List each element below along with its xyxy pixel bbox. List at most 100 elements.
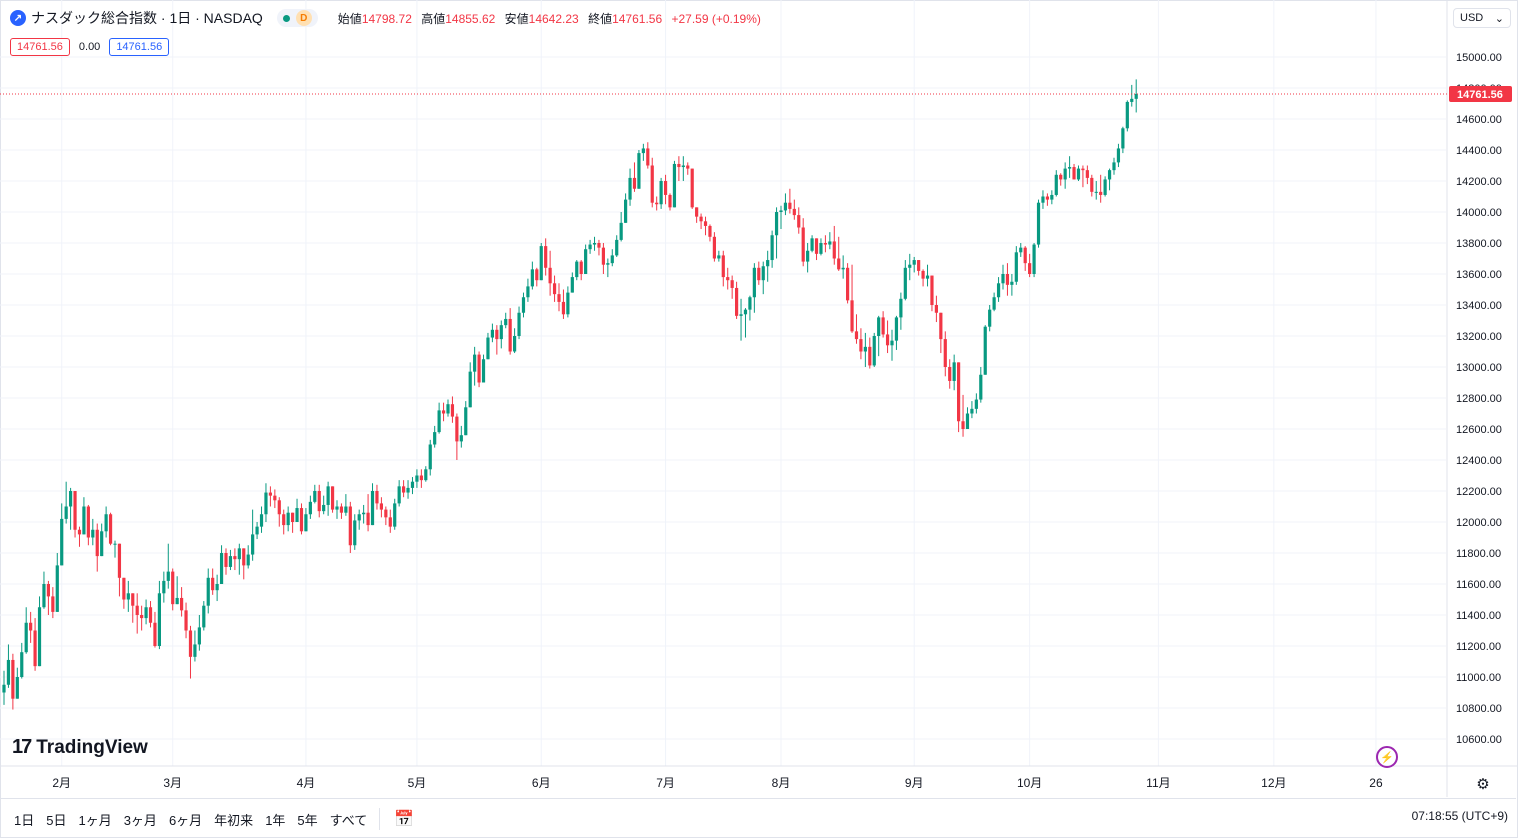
candle xyxy=(792,199,796,220)
candle xyxy=(863,332,867,367)
close-label: 終値 xyxy=(588,11,613,26)
range-all-button[interactable]: すべて xyxy=(329,812,368,828)
candle xyxy=(965,407,970,429)
calendar-range-icon[interactable]: 📅 xyxy=(394,811,415,828)
price-tick-label: 13200.00 xyxy=(1456,331,1502,343)
price-tick-label: 13600.00 xyxy=(1456,269,1502,281)
candle xyxy=(335,500,339,519)
range-5d-button[interactable]: 5日 xyxy=(46,812,67,828)
spread-value: 0.00 xyxy=(78,41,101,53)
data-delay-badge: D xyxy=(295,10,312,26)
time-tick-label: 2月 xyxy=(52,776,71,790)
candle xyxy=(1014,246,1018,285)
candle xyxy=(535,267,539,287)
clock-readout[interactable]: 07:18:55 (UTC+9) xyxy=(1411,809,1508,823)
candle xyxy=(450,396,455,423)
candle xyxy=(348,501,352,553)
candle xyxy=(1045,193,1049,206)
candle xyxy=(46,580,50,615)
price-tick-label: 11000.00 xyxy=(1456,672,1501,684)
buy-price-button[interactable]: 14761.56 xyxy=(109,38,170,56)
candle xyxy=(60,503,64,566)
candle xyxy=(375,484,379,510)
candle xyxy=(850,264,854,333)
candle xyxy=(437,402,441,434)
candle xyxy=(557,283,561,312)
candle xyxy=(797,207,801,234)
candle xyxy=(606,258,610,278)
candle xyxy=(992,292,996,312)
candle xyxy=(166,543,170,589)
candle xyxy=(473,346,477,386)
candle xyxy=(521,292,526,318)
candle xyxy=(277,497,281,527)
candle xyxy=(251,509,255,561)
candle xyxy=(268,486,272,507)
candle xyxy=(344,494,348,516)
range-6m-button[interactable]: 6ヶ月 xyxy=(168,812,203,828)
range-3m-button[interactable]: 3ヶ月 xyxy=(123,812,157,828)
symbol-logo-icon[interactable]: ↗ xyxy=(10,10,26,26)
candle xyxy=(1050,190,1054,205)
candle xyxy=(459,425,463,448)
time-tick-label: 4月 xyxy=(297,776,316,790)
price-tick-label: 10800.00 xyxy=(1456,703,1502,715)
candle xyxy=(1068,156,1072,178)
time-tick-label: 26 xyxy=(1369,776,1383,790)
candle xyxy=(468,362,472,408)
candle xyxy=(624,193,628,223)
time-tick-label: 12月 xyxy=(1261,776,1286,790)
tradingview-logo[interactable]: 17 TradingView xyxy=(12,736,148,759)
candles xyxy=(2,79,1138,710)
currency-select[interactable]: USD ⌄ xyxy=(1453,8,1511,28)
price-axis: 15000.0014800.0014600.0014400.0014200.00… xyxy=(0,0,1512,797)
range-1m-button[interactable]: 1ヶ月 xyxy=(78,812,112,828)
market-status-pill[interactable]: D xyxy=(276,9,318,27)
price-tick-label: 15000.00 xyxy=(1456,52,1502,64)
candle xyxy=(877,315,881,357)
last-price-label-bg xyxy=(1449,85,1512,102)
range-buttons: 1日 5日 1ヶ月 3ヶ月 6ヶ月 年初来 1年 5年 すべて 📅 xyxy=(14,808,426,830)
candle xyxy=(384,506,388,526)
low-label: 安値 xyxy=(504,11,529,26)
candle xyxy=(1130,84,1134,107)
candle xyxy=(1032,243,1036,278)
candle xyxy=(925,264,930,287)
lightning-icon[interactable]: ⚡ xyxy=(1376,746,1398,768)
candle xyxy=(259,506,264,533)
candle xyxy=(757,261,761,285)
range-1d-button[interactable]: 1日 xyxy=(14,812,35,828)
candle xyxy=(628,168,632,206)
candle xyxy=(237,543,241,575)
candle xyxy=(126,580,130,612)
candle xyxy=(113,540,117,558)
candle xyxy=(175,576,179,605)
candle xyxy=(943,331,947,377)
symbol-title[interactable]: ナスダック総合指数 · 1日 · NASDAQ xyxy=(31,10,263,26)
open-label: 始値 xyxy=(337,11,362,26)
price-tick-label: 12200.00 xyxy=(1456,486,1502,498)
candle xyxy=(1090,174,1094,197)
candle xyxy=(255,522,259,540)
candle xyxy=(1072,163,1076,180)
range-ytd-button[interactable]: 年初来 xyxy=(214,812,254,828)
toolbar-divider xyxy=(379,808,381,830)
candle xyxy=(486,332,490,360)
sell-price-button[interactable]: 14761.56 xyxy=(10,38,70,56)
candle xyxy=(846,263,850,304)
candle xyxy=(117,543,122,597)
candle xyxy=(1036,199,1041,248)
price-tick-label: 11600.00 xyxy=(1456,579,1501,591)
candle xyxy=(188,625,193,679)
candle xyxy=(570,272,574,293)
candle xyxy=(326,481,330,516)
candle xyxy=(308,495,312,519)
gear-icon[interactable]: ⚙ xyxy=(1476,776,1490,793)
range-1y-button[interactable]: 1年 xyxy=(265,812,286,828)
candle xyxy=(77,526,82,547)
range-5y-button[interactable]: 5年 xyxy=(297,812,318,828)
candle xyxy=(677,156,681,181)
candle xyxy=(477,351,481,388)
candle xyxy=(814,238,819,261)
